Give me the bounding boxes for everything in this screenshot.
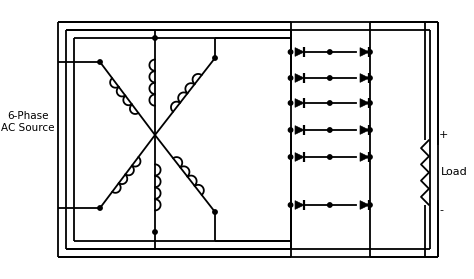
Polygon shape	[295, 153, 304, 161]
Polygon shape	[295, 201, 304, 209]
Circle shape	[98, 206, 102, 210]
Circle shape	[288, 203, 293, 207]
Polygon shape	[295, 99, 304, 107]
Circle shape	[328, 76, 332, 80]
Polygon shape	[360, 153, 369, 161]
Text: -: -	[439, 205, 443, 215]
Text: +: +	[439, 130, 448, 140]
Circle shape	[368, 101, 372, 105]
Text: 6-Phase
AC Source: 6-Phase AC Source	[1, 111, 55, 133]
Circle shape	[288, 101, 293, 105]
Circle shape	[213, 210, 217, 214]
Circle shape	[98, 60, 102, 64]
Circle shape	[153, 36, 157, 40]
Circle shape	[368, 50, 372, 54]
Circle shape	[328, 203, 332, 207]
Circle shape	[368, 155, 372, 159]
Polygon shape	[295, 48, 304, 56]
Circle shape	[328, 155, 332, 159]
Polygon shape	[360, 48, 369, 56]
Polygon shape	[360, 126, 369, 134]
Circle shape	[368, 203, 372, 207]
Circle shape	[213, 56, 217, 60]
Text: Load: Load	[441, 167, 468, 177]
Polygon shape	[360, 99, 369, 107]
Polygon shape	[360, 74, 369, 82]
Circle shape	[288, 155, 293, 159]
Polygon shape	[360, 201, 369, 209]
Circle shape	[368, 128, 372, 132]
Circle shape	[288, 50, 293, 54]
Circle shape	[368, 76, 372, 80]
Circle shape	[288, 128, 293, 132]
Circle shape	[328, 50, 332, 54]
Circle shape	[328, 101, 332, 105]
Circle shape	[153, 230, 157, 234]
Circle shape	[328, 128, 332, 132]
Polygon shape	[295, 74, 304, 82]
Polygon shape	[295, 126, 304, 134]
Circle shape	[288, 76, 293, 80]
